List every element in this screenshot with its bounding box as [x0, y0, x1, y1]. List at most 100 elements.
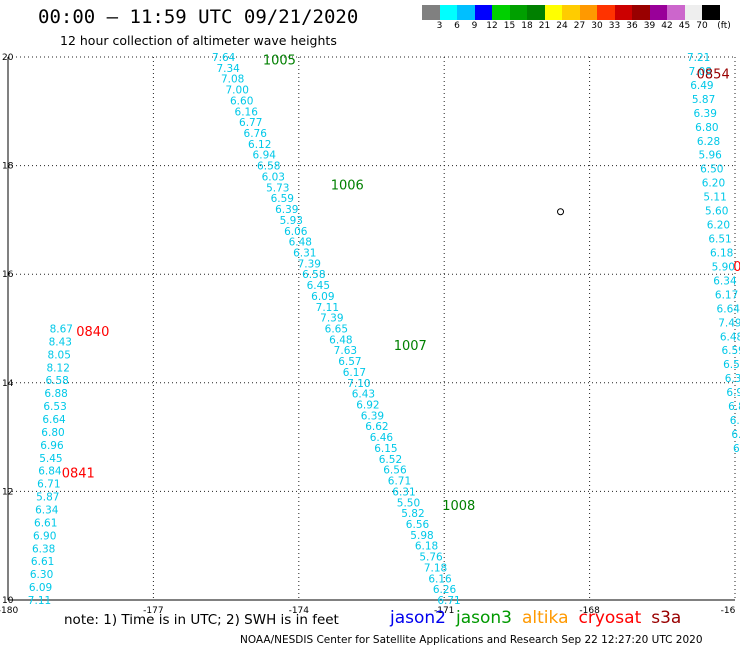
swh-value-label: 6.58 — [257, 161, 280, 173]
swh-value-label: 6.18 — [710, 247, 733, 259]
swh-value-label: 7.63 — [334, 345, 357, 357]
swh-value-label: 6.39 — [275, 204, 298, 216]
swh-value-label: 7.08 — [221, 74, 244, 86]
swh-value-label: 6.43 — [352, 389, 375, 401]
station-marker — [557, 208, 565, 216]
swh-value-label: 6.71 — [437, 595, 460, 607]
colorbar-tick-label: 42 — [661, 21, 673, 31]
swh-value-label: 7.39 — [320, 313, 343, 325]
swh-value-label: 6.15 — [374, 443, 397, 455]
track-time-label: 0 — [733, 260, 740, 275]
swh-value-label: 6.96 — [40, 440, 64, 452]
colorbar-tick-label: 24 — [556, 21, 568, 31]
y-tick-label: 10 — [2, 596, 14, 606]
swh-value-label: 6.50 — [700, 164, 723, 176]
swh-value-label: 6.48 — [720, 331, 740, 343]
swh-value-label: 5.87 — [692, 94, 715, 106]
swh-value-label: 6.38 — [32, 543, 55, 555]
track-time-label: 1007 — [394, 339, 427, 354]
track-time-label: 0840 — [76, 325, 109, 340]
swh-value-label: 5.90 — [712, 261, 735, 273]
swh-value-label: 7.18 — [424, 562, 447, 574]
swh-value-label: 6.64 — [42, 414, 66, 426]
swh-value-label: 6.77 — [239, 117, 262, 129]
colorbar-swatch — [579, 5, 597, 20]
swh-value-label: 6.26 — [433, 584, 457, 596]
legend-jason2: jason2 — [390, 608, 446, 628]
swh-value-label: 6.57 — [338, 356, 361, 368]
legend-altika: altika — [522, 608, 569, 628]
colorbar-swatch — [457, 5, 475, 20]
swh-value-label: 6.45 — [307, 280, 330, 292]
swh-value-label: 5.82 — [401, 508, 424, 520]
chart-subtitle: 12 hour collection of altimeter wave hei… — [60, 33, 337, 48]
swh-value-label: 8.67 — [50, 324, 73, 336]
colorbar-swatch — [527, 5, 545, 20]
colorbar-tick-label: 39 — [643, 21, 656, 31]
swh-value-label: 6.62 — [365, 421, 388, 433]
swh-value-label: 6.80 — [41, 427, 64, 439]
swh-value-label: 6.09 — [311, 291, 334, 303]
swh-value-label: 6.18 — [415, 541, 438, 553]
swh-value-label: 6.60 — [230, 95, 253, 107]
swh-value-label: 6.59 — [721, 345, 740, 357]
swh-value-label: 6.91 — [726, 387, 740, 399]
track-time-label: 1006 — [331, 179, 364, 194]
track-time-label: 0854 — [697, 67, 730, 82]
y-tick-label: 18 — [2, 162, 14, 172]
swh-value-label: 6.03 — [262, 171, 285, 183]
swh-value-label: 6.17 — [343, 367, 366, 379]
colorbar-swatch — [667, 5, 685, 20]
swh-value-label: 5.50 — [397, 497, 420, 509]
swh-value-label: 6.59 — [271, 193, 294, 205]
swh-value-label: 6.48 — [329, 334, 352, 346]
footer-note: note: 1) Time is in UTC; 2) SWH is in fe… — [64, 612, 339, 628]
swh-value-label: 6.51 — [708, 234, 731, 246]
colorbar-tick-label: 45 — [678, 21, 691, 31]
swh-value-label: 5.60 — [705, 206, 728, 218]
colorbar-swatch — [684, 5, 702, 20]
swh-value-label: 6.31 — [293, 247, 316, 259]
track-time-label: 1005 — [263, 54, 296, 69]
swh-value-label: 6.52 — [730, 415, 740, 427]
colorbar-tick-label: 9 — [471, 21, 478, 31]
swh-value-label: 6.17 — [715, 289, 738, 301]
swh-value-label: 5.87 — [36, 492, 59, 504]
colorbar-tick-label: 27 — [573, 21, 586, 31]
swh-value-label: 6.65 — [325, 324, 348, 336]
swh-value-label: 7.10 — [347, 378, 370, 390]
colorbar-swatch — [702, 5, 720, 20]
swh-value-label: 6.20 — [702, 178, 725, 190]
swh-value-label: 6.61 — [31, 556, 54, 568]
y-tick-label: 16 — [2, 270, 14, 280]
swh-value-label: 6.31 — [392, 486, 415, 498]
swh-value-label: 6.48 — [289, 237, 312, 249]
credit-line: NOAA/NESDIS Center for Satellite Applica… — [240, 634, 703, 646]
swh-value-label: 6.76 — [244, 128, 268, 140]
swh-value-label: 6.09 — [29, 582, 52, 594]
swh-value-label: 6.39 — [694, 108, 717, 120]
swh-value-label: 7.08 — [689, 66, 712, 78]
colorbar-tick-label: 70 — [696, 21, 708, 31]
swh-value-label: 6.12 — [248, 139, 271, 151]
swh-value-label: 5.76 — [419, 552, 443, 564]
track-time-label: 0841 — [62, 466, 95, 481]
swh-value-label: 6.34 — [725, 373, 740, 385]
colorbar-tick-label: 18 — [521, 21, 533, 31]
swh-value-label: 5.11 — [703, 192, 726, 204]
swh-value-label: 5.93 — [280, 215, 303, 227]
colorbar-ticks: 3 6 9 12 15 18 21 24 27 30 33 36 39 42 45 70 (ft) — [422, 21, 740, 33]
swh-value-label: 7.39 — [298, 258, 321, 270]
swh-value-label: 6.71 — [37, 479, 60, 491]
swh-value-label: 6.16 — [428, 573, 452, 585]
swh-value-label: 5.73 — [266, 182, 289, 194]
swh-value-label: 6.84 — [38, 466, 62, 478]
swh-value-label: 8.05 — [48, 349, 71, 361]
colorbar-swatch — [649, 5, 667, 20]
colorbar-tick-label: 6 — [454, 21, 460, 31]
swh-value-label: 6.64 — [717, 303, 740, 315]
swh-value-label: 6.34 — [713, 275, 737, 287]
swh-value-label: 7.21 — [687, 52, 710, 64]
